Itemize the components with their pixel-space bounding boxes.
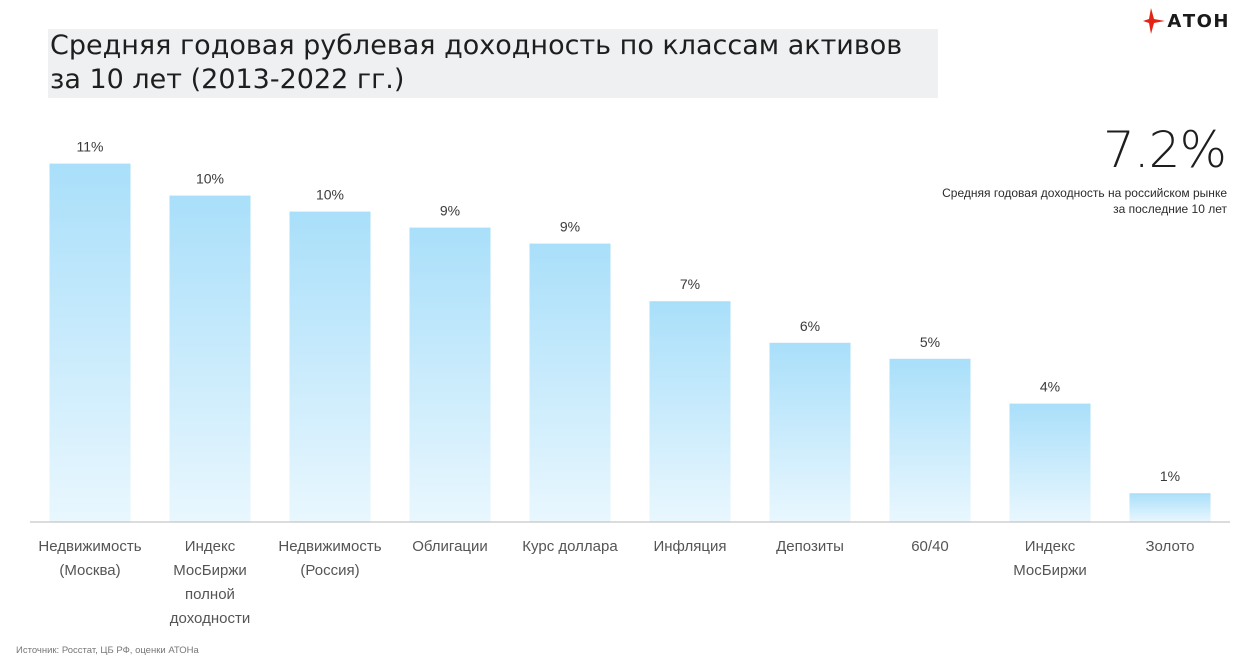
bar-1 — [169, 195, 251, 522]
aton-star-icon — [1143, 8, 1166, 34]
data-label-3: 9% — [440, 203, 460, 219]
data-label-5: 7% — [680, 276, 700, 292]
category-label-9: Золото — [1145, 538, 1194, 555]
category-label-5: Инфляция — [653, 538, 726, 555]
category-label-3: Облигации — [412, 538, 488, 555]
category-label-2: Недвижимость (Россия) — [278, 538, 381, 579]
bar-2 — [289, 211, 371, 522]
data-label-2: 10% — [316, 187, 344, 203]
data-label-6: 6% — [800, 318, 820, 334]
kpi-caption: Средняя годовая доходность на российском… — [942, 186, 1227, 216]
category-label-6: Депозиты — [776, 538, 844, 555]
bar-8 — [1009, 403, 1091, 522]
data-labels-group: 11% 10% 10% 9% 9% 7% 6% 5% 4% 1% — [77, 139, 1181, 485]
category-label-7: 60/40 — [911, 538, 949, 555]
logo-text: АТОН — [1167, 10, 1230, 32]
bar-3 — [409, 227, 491, 522]
data-label-4: 9% — [560, 219, 580, 235]
kpi-value: 7.2% — [1102, 121, 1227, 179]
category-label-0: Недвижимость (Москва) — [38, 538, 141, 579]
bar-7 — [889, 358, 971, 522]
data-label-0: 11% — [77, 139, 104, 155]
bar-9 — [1129, 493, 1211, 522]
bar-4 — [529, 243, 611, 522]
category-label-8: Индекс МосБиржи — [1013, 538, 1086, 579]
data-label-9: 1% — [1160, 468, 1180, 484]
title-panel: Средняя годовая рублевая доходность по к… — [48, 29, 938, 98]
page-title: Средняя годовая рублевая доходность по к… — [50, 30, 903, 95]
aton-logo: АТОН — [1143, 6, 1230, 36]
bar-0 — [49, 163, 131, 522]
source-note: Источник: Росстат, ЦБ РФ, оценки АТОНа — [16, 645, 199, 656]
bar-5 — [649, 301, 731, 522]
data-label-8: 4% — [1040, 379, 1060, 395]
bars-group — [49, 163, 1211, 522]
data-label-7: 5% — [920, 334, 940, 350]
data-label-1: 10% — [196, 171, 224, 187]
category-label-4: Курс доллара — [522, 538, 618, 555]
category-label-1: Индекс МосБиржи полной доходности — [170, 538, 250, 627]
category-labels-group: Недвижимость (Москва) Индекс МосБиржи полной… — [38, 538, 1194, 627]
bar-6 — [769, 342, 851, 522]
